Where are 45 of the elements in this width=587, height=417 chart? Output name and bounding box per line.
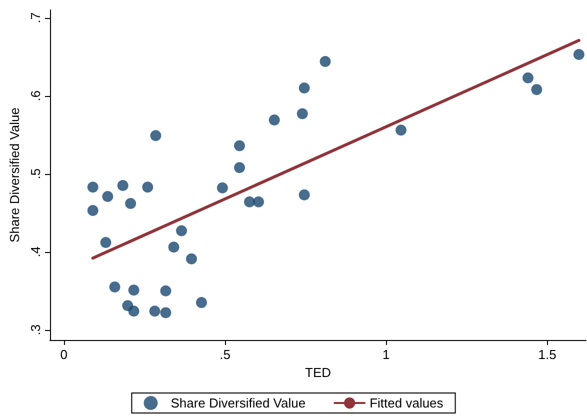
point [573, 48, 584, 60]
point [142, 182, 154, 193]
x-tick-label: 0 [60, 347, 68, 362]
point [268, 114, 280, 126]
y-tick-label: .5 [28, 168, 43, 180]
legend-label: Share Diversified Value [170, 396, 306, 410]
point [298, 82, 310, 94]
point [102, 190, 114, 202]
point [117, 180, 128, 192]
point [298, 189, 310, 200]
point [244, 196, 256, 208]
point [150, 130, 162, 142]
point [396, 124, 406, 136]
point [234, 162, 246, 174]
point [160, 307, 172, 318]
y-tick-label: .7 [28, 12, 43, 24]
point [531, 84, 542, 96]
point [128, 306, 140, 317]
legend-label: Fitted values [370, 396, 444, 410]
point [216, 182, 228, 194]
x-tick-label: 1 [382, 347, 390, 362]
point [128, 284, 140, 296]
y-axis-title: Share Diversified Value [7, 108, 22, 242]
point [196, 297, 207, 308]
x-tick-label: 1.5 [538, 347, 556, 362]
point [149, 306, 160, 317]
point [109, 281, 120, 292]
y-tick-label: .3 [28, 324, 43, 336]
point [87, 182, 98, 193]
point [522, 72, 534, 84]
point [125, 198, 136, 209]
y-tick-label: .6 [28, 90, 43, 102]
x-axis-title: TED [305, 364, 331, 380]
point [87, 205, 98, 216]
point [234, 140, 246, 152]
y-tick-label: .4 [28, 246, 43, 258]
point [100, 236, 112, 248]
point [160, 285, 172, 296]
x-tick-label: .5 [220, 347, 230, 362]
point [176, 225, 187, 236]
point [296, 108, 308, 120]
point [253, 196, 264, 208]
point [186, 253, 197, 264]
point [168, 242, 180, 253]
point [320, 56, 331, 67]
